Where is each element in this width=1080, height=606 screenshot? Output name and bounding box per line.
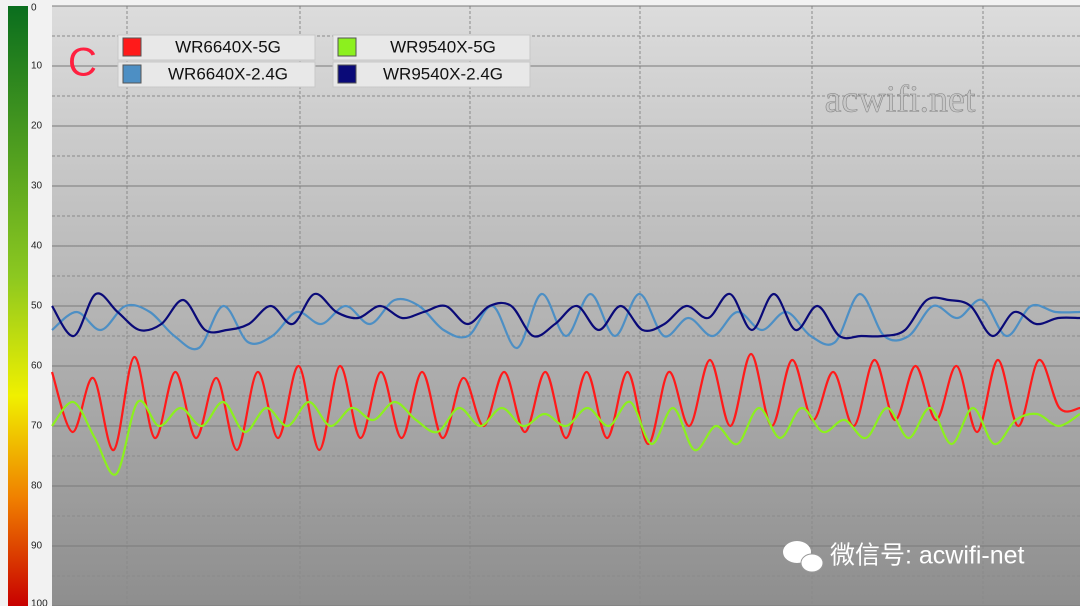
y-tick-label: 70 bbox=[31, 421, 43, 432]
legend-label: WR6640X-2.4G bbox=[168, 64, 288, 83]
watermark: acwifi.net bbox=[825, 79, 976, 121]
annotation: C bbox=[68, 41, 97, 85]
footer: 微信号: acwifi-net bbox=[830, 542, 1025, 570]
series-line bbox=[51, 292, 1080, 340]
y-tick-label: 80 bbox=[31, 481, 43, 492]
legend-entry bbox=[117, 61, 316, 88]
legend-swatch bbox=[337, 64, 357, 84]
y-tick-label: 40 bbox=[31, 241, 43, 252]
series-line bbox=[51, 292, 1080, 351]
legend-swatch bbox=[122, 37, 142, 57]
y-tick-label: 60 bbox=[31, 361, 43, 372]
legend-entry bbox=[117, 34, 316, 61]
y-tick-label: 0 bbox=[31, 3, 37, 14]
series-line bbox=[50, 352, 1080, 452]
legend-swatch bbox=[122, 64, 142, 84]
legend-label: WR6640X-5G bbox=[175, 37, 281, 56]
legend-label: WR9540X-5G bbox=[390, 37, 496, 56]
legend-entry bbox=[332, 34, 531, 61]
y-tick-label: 10 bbox=[31, 61, 43, 72]
legend-swatch bbox=[337, 37, 357, 57]
y-tick-label: 90 bbox=[31, 541, 43, 552]
y-tick-label: 20 bbox=[31, 121, 43, 132]
y-tick-label: 30 bbox=[31, 181, 43, 192]
legend-entry bbox=[332, 61, 531, 88]
y-tick-label: 100 bbox=[31, 599, 48, 606]
y-tick-label: 50 bbox=[31, 301, 43, 312]
color-scale bbox=[8, 6, 28, 606]
legend-label: WR9540X-2.4G bbox=[383, 64, 503, 83]
wechat-icon bbox=[783, 541, 824, 573]
series-line bbox=[51, 399, 1080, 476]
